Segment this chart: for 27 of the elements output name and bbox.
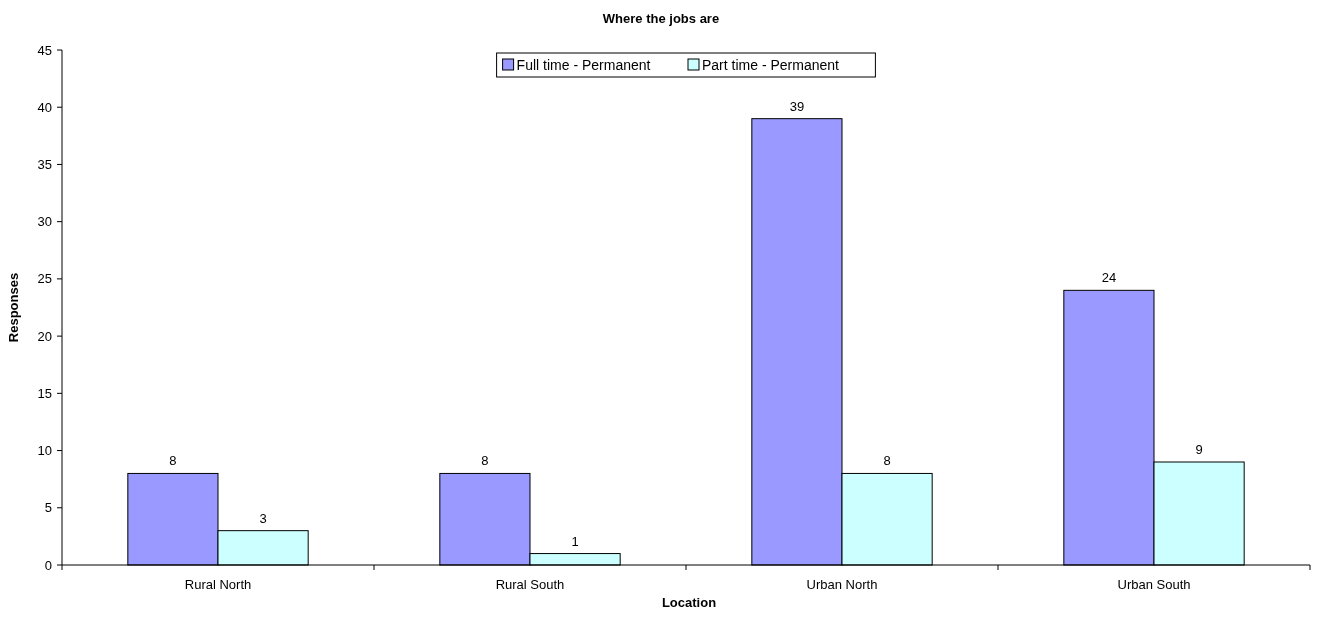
legend-label: Full time - Permanent bbox=[516, 57, 651, 73]
x-tick-label: Rural South bbox=[495, 577, 565, 592]
y-tick-label: 20 bbox=[37, 328, 52, 344]
data-label: 8 bbox=[481, 453, 489, 469]
y-tick-label: 0 bbox=[44, 557, 52, 573]
x-tick-label: Urban North bbox=[806, 577, 878, 592]
y-tick-label: 45 bbox=[37, 42, 52, 58]
chart-title: Where the jobs are bbox=[602, 11, 720, 26]
x-tick-label: Urban South bbox=[1117, 577, 1191, 592]
y-tick-label: 5 bbox=[44, 500, 52, 516]
x-axis-title: Location bbox=[661, 595, 717, 610]
y-tick-label: 35 bbox=[37, 156, 52, 172]
data-label: 8 bbox=[883, 453, 891, 469]
y-tick-label: 15 bbox=[37, 385, 52, 401]
data-label: 3 bbox=[259, 510, 267, 526]
legend-label: Part time - Permanent bbox=[702, 57, 840, 73]
y-axis-title: Responses bbox=[6, 272, 21, 343]
data-label: 9 bbox=[1195, 442, 1203, 457]
data-label: 8 bbox=[169, 453, 177, 469]
data-label: 1 bbox=[571, 533, 579, 549]
y-tick-label: 40 bbox=[37, 99, 52, 115]
data-label: 39 bbox=[789, 98, 805, 114]
x-tick-label: Rural North bbox=[184, 577, 252, 592]
y-tick-label: 10 bbox=[37, 443, 52, 459]
y-tick-label: 25 bbox=[37, 271, 52, 287]
y-tick-label: 30 bbox=[37, 214, 52, 230]
data-label: 24 bbox=[1101, 270, 1117, 286]
